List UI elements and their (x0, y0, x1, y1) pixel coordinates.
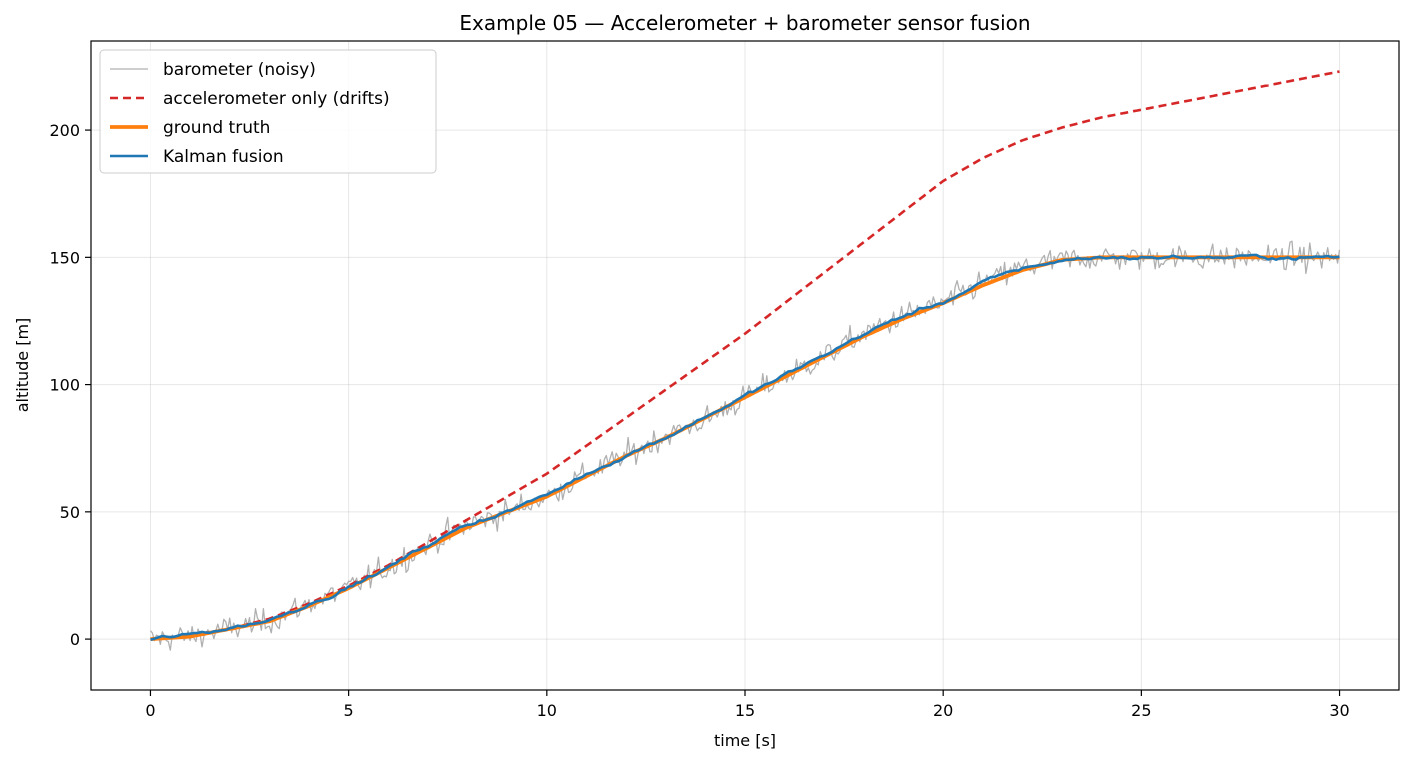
legend-label: ground truth (163, 118, 270, 138)
legend-box (99, 49, 437, 174)
y-tick-label: 0 (70, 630, 80, 649)
x-tick-label: 30 (1329, 701, 1349, 720)
x-tick-label: 25 (1131, 701, 1151, 720)
legend-label: accelerometer only (drifts) (163, 89, 390, 109)
legend-label: Kalman fusion (163, 147, 284, 167)
chart-title: Example 05 — Accelerometer + barometer s… (459, 11, 1030, 35)
series-layer (149, 70, 1341, 651)
y-tick-label: 100 (49, 376, 80, 395)
y-tick-label: 200 (49, 121, 80, 140)
ticks: 0 5 10 15 20 25 30 0 50 100 150 200 (49, 121, 1349, 720)
y-tick-label: 150 (49, 248, 80, 267)
y-axis-label: altitude [m] (13, 318, 32, 413)
legend-label: barometer (noisy) (163, 60, 316, 80)
x-tick-label: 0 (145, 701, 155, 720)
y-tick-label: 50 (60, 503, 80, 522)
x-axis-label: time [s] (714, 731, 776, 750)
x-tick-label: 20 (933, 701, 953, 720)
series-line-1 (150, 70, 1340, 641)
x-tick-label: 10 (537, 701, 557, 720)
legend: barometer (noisy) accelerometer only (dri… (99, 49, 437, 174)
x-tick-label: 15 (735, 701, 755, 720)
series-line-3 (150, 253, 1340, 642)
x-tick-label: 5 (344, 701, 354, 720)
